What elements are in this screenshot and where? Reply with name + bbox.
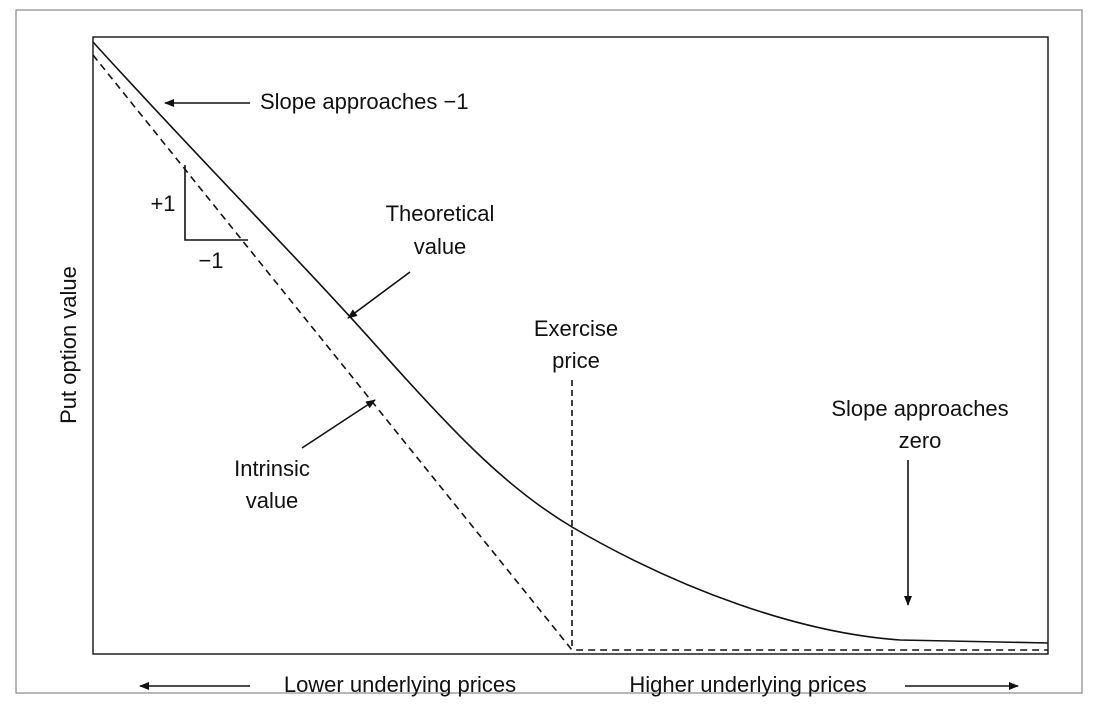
annotation: +1: [150, 191, 175, 216]
theoretical-value-curve: [92, 41, 1049, 644]
arrow: [347, 271, 411, 319]
annotation: price: [552, 348, 600, 373]
annotation: zero: [899, 428, 942, 453]
annotation: −1: [198, 248, 223, 273]
intrinsic-value-line: [92, 54, 1048, 651]
annotation: Intrinsic: [234, 456, 310, 481]
x-axis-label: Lower underlying prices: [284, 672, 516, 697]
arrow: [301, 399, 376, 449]
annotation: Slope approaches: [831, 396, 1008, 421]
y-axis-label: Put option value: [56, 266, 81, 424]
outer-frame: [15, 9, 1083, 694]
slope-triangle: [184, 165, 248, 241]
annotation: Slope approaches −1: [260, 89, 469, 114]
plot-frame: [92, 36, 1049, 655]
annotation: value: [246, 488, 299, 513]
annotation: Theoretical: [386, 201, 495, 226]
annotation: value: [414, 234, 467, 259]
x-axis-label: Higher underlying prices: [629, 672, 866, 697]
annotation: Exercise: [534, 316, 618, 341]
